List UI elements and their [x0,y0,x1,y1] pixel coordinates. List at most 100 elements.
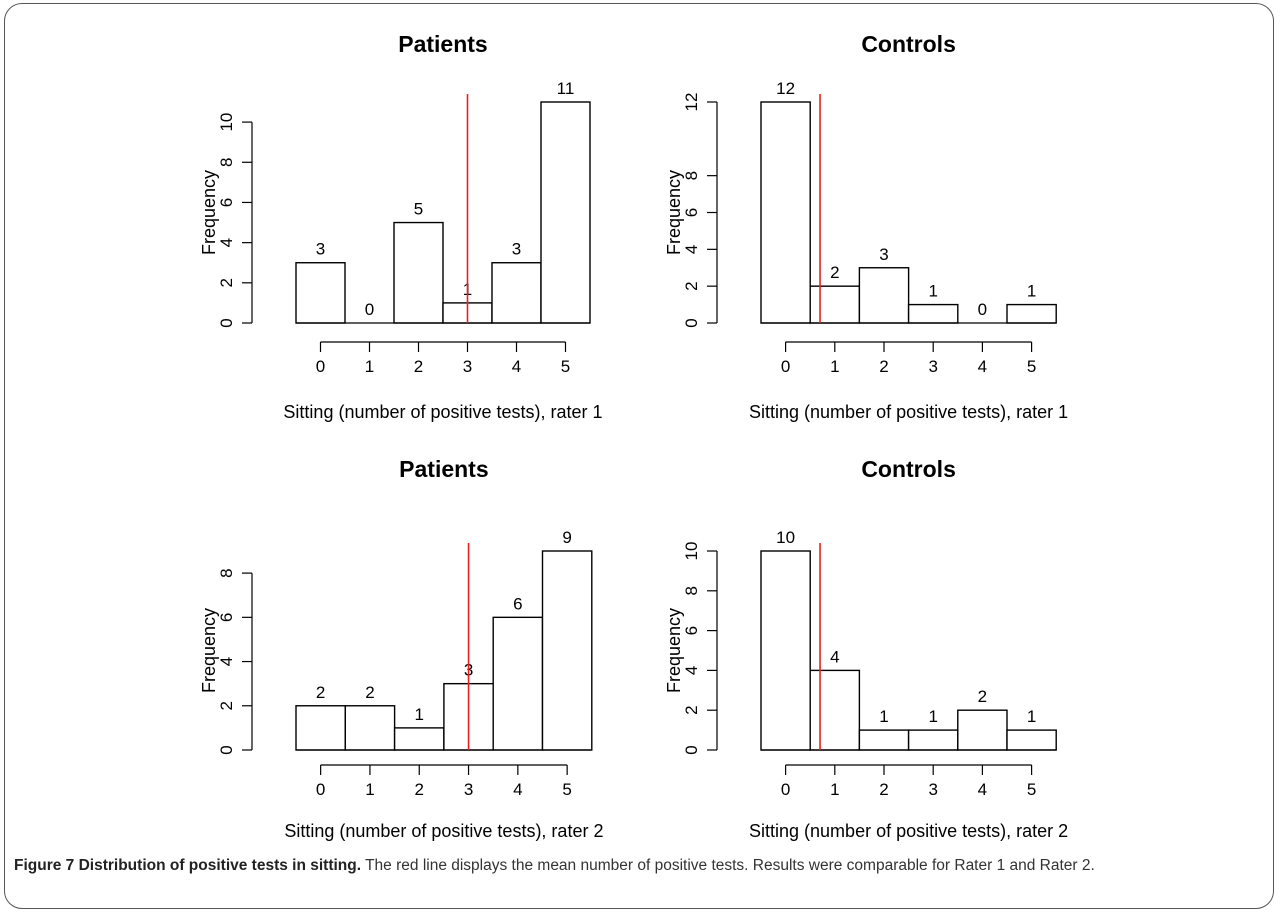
panel-4-bar-1 [809,669,861,751]
panel-1-bar-4 [491,262,542,324]
panel-3-x-tick-label-0: 0 [316,780,325,799]
panel-1-count-label-0: 3 [316,240,325,259]
panel-4-x-axis-label: Sitting (number of positive tests), rate… [749,821,1068,841]
panel-4-y-tick-label-1: 2 [682,705,701,714]
panel-3-y-tick-label-2: 4 [217,657,236,666]
panel-1-count-label-4: 3 [512,240,521,259]
panel-1-count-label-2: 5 [414,200,423,219]
panel-2-bar-0 [760,101,811,324]
panel-3-x-tick-label-1: 1 [365,780,374,799]
panel-4-bar-5 [1006,729,1057,751]
panel-2-y-tick-label-3: 6 [682,208,701,217]
figure-frame [4,3,1274,909]
panel-3-x-tick-label-4: 4 [513,780,522,799]
panel-2-x-tick-label-2: 2 [879,357,888,376]
panel-1-y-tick-label-2: 4 [217,238,236,247]
panel-4-x-tick-label-3: 3 [928,780,937,799]
panel-2-x-tick-label-5: 5 [1027,357,1036,376]
panel-4-y-tick-label-4: 8 [682,586,701,595]
panel-4-count-label-5: 1 [1027,707,1036,726]
panel-4-count-label-4: 2 [978,687,987,706]
panel-3-bar-1 [344,705,396,751]
panel-1-y-tick-label-4: 8 [217,158,236,167]
panel-2-bar-5 [1006,303,1057,324]
panel-3-bar-5 [541,550,593,751]
panel-3-count-label-4: 6 [513,594,522,613]
panel-3-count-label-2: 1 [415,705,424,724]
panel-4-y-tick-label-0: 0 [682,745,701,754]
panel-3-bar-4 [492,616,544,751]
panel-2-y-axis-label: Frequency [664,170,684,255]
panel-3-x-tick-label-2: 2 [415,780,424,799]
panel-2-count-label-2: 3 [879,245,888,264]
panel-2-bar-1 [809,285,861,324]
panel-2-count-label-5: 1 [1027,282,1036,301]
panel-2-count-label-4: 0 [978,300,987,319]
panel-4-x-tick-label-2: 2 [879,780,888,799]
panel-2-count-label-1: 2 [830,263,839,282]
panel-2-x-tick-label-1: 1 [830,357,839,376]
panel-4-count-label-0: 10 [776,528,795,547]
panel-1-bar-2 [393,221,444,324]
panel-4-x-tick-label-0: 0 [781,780,790,799]
panel-4-y-tick-label-2: 4 [682,666,701,675]
panel-1-count-label-1: 0 [365,300,374,319]
panel-3-x-tick-label-3: 3 [464,780,473,799]
panel-1-bar-5 [540,101,591,324]
panel-4-bar-4 [957,709,1008,751]
panel-1-x-tick-label-3: 3 [463,357,472,376]
panel-1-bar-0 [295,262,346,324]
panel-4-x-tick-label-4: 4 [978,780,987,799]
panel-4-x-tick-label-1: 1 [830,780,839,799]
panel-4-count-label-1: 4 [830,647,839,666]
panel-3-y-axis-label: Frequency [199,608,219,693]
figure-panels: Patients30513110246810Frequency012345Sit… [199,31,1068,841]
panel-3-count-label-5: 9 [562,528,571,547]
panel-1-y-tick-label-5: 10 [217,113,236,132]
panel-2-y-tick-label-1: 2 [682,281,701,290]
panel-4-count-label-2: 1 [879,707,888,726]
panel-4-count-label-3: 1 [928,707,937,726]
panel-4-bar-0 [760,550,811,751]
panel-4-y-tick-label-3: 6 [682,626,701,635]
figure-caption: Figure 7 Distribution of positive tests … [14,853,1269,879]
panel-4-y-axis-label: Frequency [664,608,684,693]
panel-1-x-tick-label-1: 1 [365,357,374,376]
panel-2-y-tick-label-2: 4 [682,245,701,254]
panel-2-bar-2 [858,267,910,324]
panel-1-x-tick-label-2: 2 [414,357,423,376]
panel-3-bar-0 [295,705,346,751]
panel-4-x-tick-label-5: 5 [1027,780,1036,799]
panel-2-x-tick-label-3: 3 [928,357,937,376]
panel-4-bar-2 [858,729,910,751]
panel-2-count-label-0: 12 [776,79,795,98]
panel-2-x-axis-label: Sitting (number of positive tests), rate… [749,402,1068,422]
panel-2-y-tick-label-0: 0 [682,318,701,327]
panel-2-y-tick-label-4: 8 [682,171,701,180]
panel-4-title: Controls [861,456,956,482]
panel-1-title: Patients [398,31,487,57]
panel-3-y-tick-label-1: 2 [217,701,236,710]
caption-text: The red line displays the mean number of… [361,857,1095,874]
panel-2-count-label-3: 1 [928,282,937,301]
caption-title: Figure 7 Distribution of positive tests … [14,857,362,874]
panel-3-x-tick-label-5: 5 [562,780,571,799]
panel-2-x-tick-label-4: 4 [978,357,987,376]
panel-1-y-axis-label: Frequency [199,170,219,255]
panel-2-title: Controls [861,31,956,57]
panel-3-y-tick-label-3: 6 [217,613,236,622]
panel-3-y-tick-label-4: 8 [217,568,236,577]
panel-2-y-tick-label-5: 12 [682,93,701,112]
panel-1-y-tick-label-3: 6 [217,198,236,207]
panel-4-y-tick-label-5: 10 [682,542,701,561]
panel-1-x-axis-label: Sitting (number of positive tests), rate… [283,402,602,422]
panel-1-y-tick-label-0: 0 [217,318,236,327]
panel-3-title: Patients [399,456,488,482]
panel-1-x-tick-label-4: 4 [512,357,521,376]
panel-3-x-axis-label: Sitting (number of positive tests), rate… [284,821,603,841]
panel-1-x-tick-label-0: 0 [316,357,325,376]
panel-2-x-tick-label-0: 0 [781,357,790,376]
panel-3-bar-2 [393,727,445,751]
panel-3-count-label-1: 2 [365,683,374,702]
panel-3-y-tick-label-0: 0 [217,745,236,754]
